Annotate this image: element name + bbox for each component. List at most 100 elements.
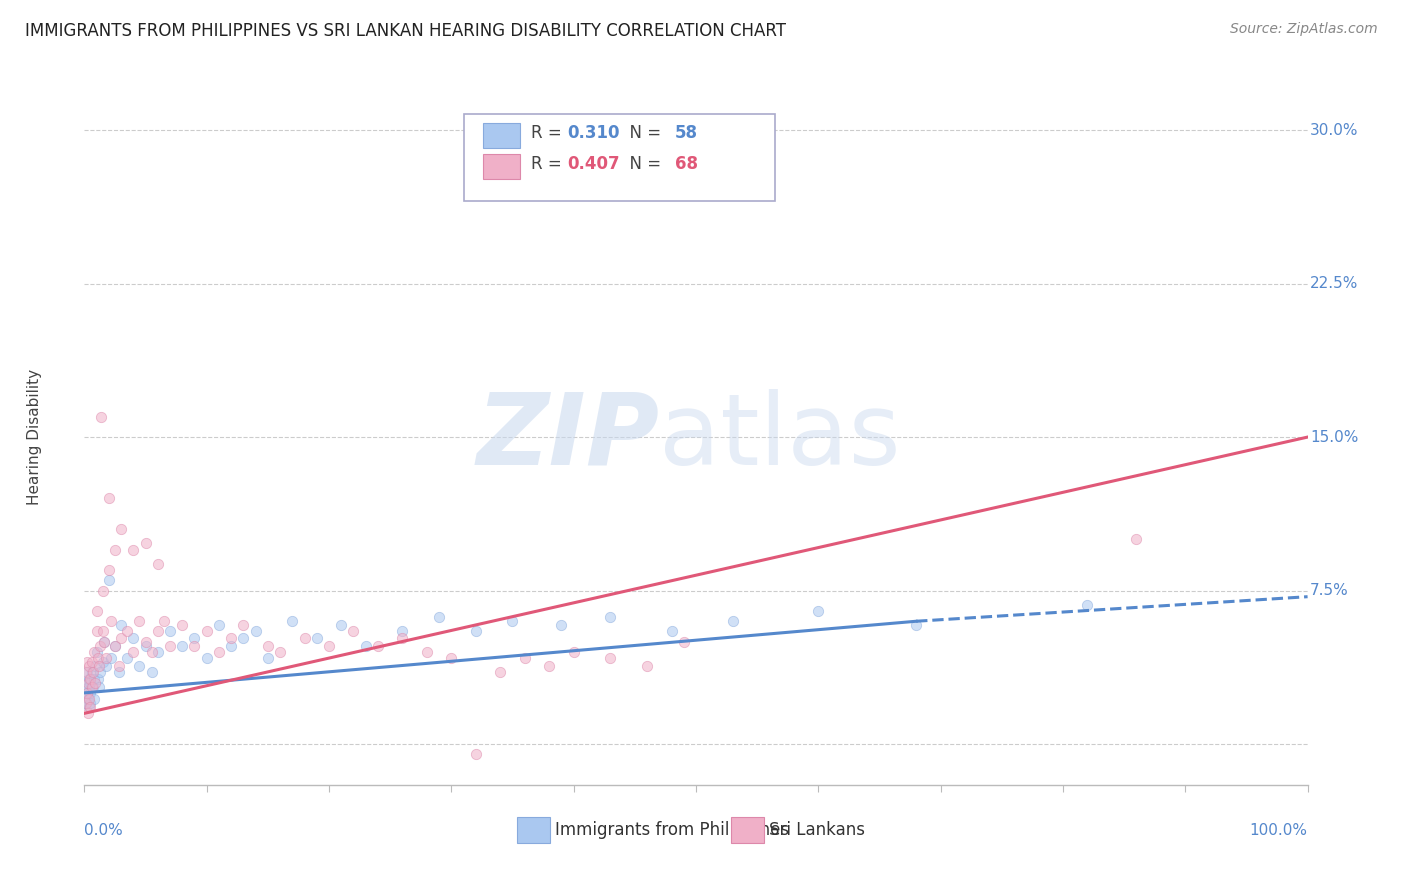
Point: [122, 645, 145, 659]
Text: 30.0%: 30.0%: [1310, 122, 1358, 137]
Point: [84, 675, 107, 690]
Point: [79, 675, 101, 690]
Point: [599, 610, 621, 624]
Point: [1076, 598, 1098, 612]
Text: IMMIGRANTS FROM PHILIPPINES VS SRI LANKAN HEARING DISABILITY CORRELATION CHART: IMMIGRANTS FROM PHILIPPINES VS SRI LANKA…: [25, 22, 786, 40]
Point: [672, 634, 695, 648]
Point: [75, 675, 97, 690]
FancyBboxPatch shape: [484, 123, 520, 148]
Text: Immigrants from Philippines: Immigrants from Philippines: [555, 822, 789, 839]
Point: [93, 634, 115, 648]
Point: [83, 645, 105, 659]
Text: Hearing Disability: Hearing Disability: [27, 369, 42, 505]
Point: [464, 747, 486, 762]
Point: [141, 645, 163, 659]
Point: [93, 634, 115, 648]
Point: [104, 639, 127, 653]
Text: 0.310: 0.310: [568, 124, 620, 142]
Text: N =: N =: [619, 154, 666, 173]
Text: 7.5%: 7.5%: [1310, 583, 1348, 598]
Point: [79, 672, 101, 686]
Text: 58: 58: [675, 124, 699, 142]
Text: R =: R =: [531, 154, 567, 173]
Point: [128, 659, 150, 673]
Point: [208, 645, 231, 659]
Point: [440, 651, 463, 665]
Point: [146, 624, 169, 639]
Point: [86, 645, 108, 659]
Point: [135, 639, 157, 653]
Point: [75, 696, 97, 710]
Point: [391, 631, 413, 645]
Point: [82, 680, 104, 694]
Point: [97, 574, 120, 588]
FancyBboxPatch shape: [484, 154, 520, 179]
Point: [86, 604, 108, 618]
Text: Sri Lankans: Sri Lankans: [769, 822, 865, 839]
Point: [550, 618, 572, 632]
Point: [257, 639, 280, 653]
Point: [721, 614, 744, 628]
Point: [77, 706, 100, 721]
Point: [330, 618, 353, 632]
Text: Source: ZipAtlas.com: Source: ZipAtlas.com: [1230, 22, 1378, 37]
Point: [159, 639, 181, 653]
Point: [208, 618, 231, 632]
Point: [79, 696, 101, 710]
Point: [807, 604, 830, 618]
FancyBboxPatch shape: [517, 817, 550, 843]
Point: [257, 651, 280, 665]
Point: [107, 665, 129, 680]
Point: [318, 639, 340, 653]
Point: [135, 536, 157, 550]
Point: [122, 542, 145, 557]
Text: 0.0%: 0.0%: [84, 823, 124, 838]
Point: [905, 618, 928, 632]
Point: [153, 614, 176, 628]
Point: [91, 655, 114, 669]
Point: [195, 651, 218, 665]
Point: [219, 639, 242, 653]
Point: [79, 686, 101, 700]
Point: [90, 409, 112, 424]
Point: [104, 639, 127, 653]
Point: [427, 610, 450, 624]
Point: [84, 659, 107, 673]
Point: [281, 614, 304, 628]
Text: 15.0%: 15.0%: [1310, 430, 1358, 444]
Point: [87, 672, 110, 686]
Point: [135, 634, 157, 648]
Point: [86, 624, 108, 639]
Point: [159, 624, 181, 639]
Point: [80, 680, 103, 694]
Point: [104, 542, 127, 557]
Point: [245, 624, 267, 639]
Point: [107, 659, 129, 673]
Point: [122, 631, 145, 645]
Point: [391, 624, 413, 639]
Text: 68: 68: [675, 154, 699, 173]
Point: [502, 614, 524, 628]
Point: [89, 665, 111, 680]
Point: [146, 557, 169, 571]
Point: [100, 614, 122, 628]
Point: [661, 624, 683, 639]
Point: [599, 651, 621, 665]
Point: [77, 680, 100, 694]
Point: [76, 665, 98, 680]
Point: [76, 686, 98, 700]
Point: [110, 631, 132, 645]
Text: atlas: atlas: [659, 389, 901, 485]
Point: [538, 659, 561, 673]
Point: [219, 631, 242, 645]
Point: [79, 700, 101, 714]
Point: [489, 665, 512, 680]
Point: [77, 675, 100, 690]
Point: [305, 631, 328, 645]
Point: [110, 522, 132, 536]
Point: [89, 639, 111, 653]
Text: 22.5%: 22.5%: [1310, 277, 1358, 291]
Point: [83, 672, 105, 686]
Point: [128, 614, 150, 628]
Point: [294, 631, 316, 645]
